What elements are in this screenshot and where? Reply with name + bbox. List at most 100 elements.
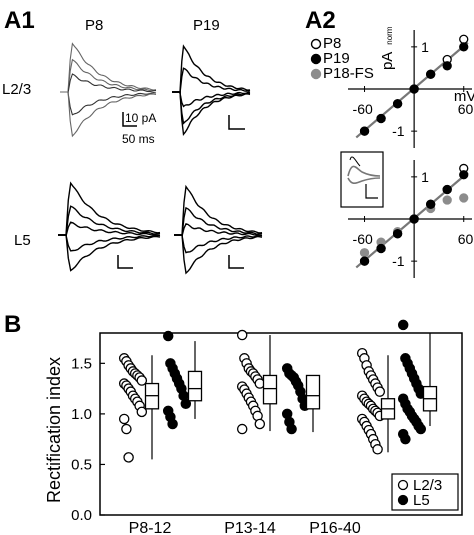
- iv-ytick-label: -1: [392, 253, 405, 269]
- iv-point-p19: [409, 84, 419, 94]
- legend-marker: [310, 53, 322, 65]
- current-trace: [60, 42, 157, 93]
- box: [187, 370, 203, 402]
- current-trace: [58, 234, 161, 272]
- point-l5: [162, 330, 174, 342]
- iv-plot-bottom: -60 60 1 -1: [348, 160, 474, 278]
- plot-frame: [99, 332, 463, 516]
- current-trace: [58, 234, 161, 252]
- row-label-l5: L5: [14, 232, 31, 249]
- current-trace: [60, 73, 157, 94]
- current-trace: [58, 221, 161, 237]
- point-l23: [372, 444, 383, 455]
- iv-point-p19: [426, 69, 436, 79]
- point-l5: [286, 423, 297, 435]
- y-tick-label: 1.0: [71, 406, 92, 423]
- iv-point-p19: [442, 184, 452, 195]
- current-trace: [172, 67, 251, 94]
- legend-marker: [397, 494, 409, 506]
- current-trace: [174, 206, 263, 237]
- current-trace: [172, 91, 251, 108]
- iv-point-p19: [359, 126, 370, 136]
- point-l23: [236, 423, 248, 435]
- point-l23: [121, 423, 132, 435]
- iv-point-p19: [426, 199, 436, 209]
- iv-point-p19: [392, 99, 403, 109]
- iv-point-p19: [409, 214, 419, 224]
- col-label-p19: P19: [193, 17, 220, 34]
- legend-marker: [310, 38, 322, 50]
- point-l5: [415, 423, 427, 435]
- box: [262, 374, 278, 405]
- iv-point-p19: [376, 113, 386, 124]
- rectification-chart: Rectification index 0.0 0.5 1.0 1.5 P8-12 P13-…: [44, 319, 463, 535]
- y-tick-label: 0.0: [71, 507, 92, 524]
- current-traces: [58, 42, 263, 275]
- x-category-label: P13-14: [224, 520, 276, 535]
- scale-bar-top-right: [228, 115, 245, 130]
- current-trace: [174, 234, 263, 275]
- y-axis-label: Rectification index: [44, 357, 64, 503]
- point-l23: [254, 418, 266, 430]
- iv-point-p19: [392, 229, 403, 239]
- current-trace: [58, 181, 161, 236]
- legend-label: P19: [323, 50, 350, 67]
- iv-point-p18fs: [459, 193, 469, 203]
- box: [305, 374, 321, 410]
- point-l5: [180, 398, 192, 410]
- iv-xtick-label: -60: [353, 231, 373, 247]
- legend-label: P8: [323, 35, 341, 52]
- current-trace: [58, 205, 161, 237]
- current-trace: [60, 91, 157, 116]
- chart-legend: L2/3L5: [391, 473, 459, 511]
- panel-label-b: B: [4, 311, 21, 338]
- legend-marker: [397, 479, 409, 491]
- scale-bar-bottom-left: [117, 255, 133, 269]
- iv-ytick-label: -1: [392, 123, 405, 139]
- legend-label: L5: [413, 492, 430, 509]
- current-trace: [174, 234, 263, 254]
- point-l23: [136, 375, 148, 386]
- legend-marker: [310, 68, 322, 80]
- legend-label: L2/3: [413, 477, 442, 494]
- point-l5: [400, 433, 411, 445]
- point-l23: [236, 329, 248, 341]
- col-label-p8: P8: [85, 17, 103, 34]
- scale-bar-bottom-right: [228, 255, 244, 269]
- point-l5: [167, 418, 178, 430]
- traces-l23-p8: [60, 42, 157, 138]
- y-tick-label: 1.5: [71, 355, 92, 372]
- iv-ylabel: pA: [379, 52, 396, 70]
- panel-label-a2: A2: [305, 7, 336, 34]
- row-label-l23: L2/3: [2, 81, 31, 98]
- iv-ytick-label: 1: [421, 169, 429, 185]
- iv-point-p19: [359, 256, 370, 266]
- traces-l23-p19: [172, 44, 251, 137]
- iv-point-p19: [459, 170, 469, 180]
- scale-time-label: 50 ms: [122, 132, 155, 146]
- iv-xtick-label: 60: [458, 231, 474, 247]
- iv-xtick-label: -60: [353, 101, 373, 117]
- iv-ytick-label: 1: [421, 39, 429, 55]
- iv-point-p19: [459, 42, 469, 52]
- current-trace: [60, 58, 157, 94]
- iv-point-p18fs: [359, 248, 370, 258]
- traces-l5-p8: [58, 181, 161, 272]
- point-l23: [136, 406, 148, 418]
- x-category-label: P16-40: [309, 520, 361, 535]
- point-l23: [123, 452, 134, 463]
- y-tick-label: 0.5: [71, 456, 92, 473]
- scale-bar-top-left: 10 pA 50 ms: [122, 111, 156, 146]
- x-category-label: P8-12: [129, 520, 172, 535]
- point-l23: [374, 386, 386, 397]
- legend-label: P18-FS: [323, 65, 374, 82]
- panel-label-a1: A1: [4, 7, 35, 34]
- current-trace: [172, 44, 251, 93]
- point-l5: [397, 319, 409, 331]
- scale-current-label: 10 pA: [125, 111, 156, 125]
- current-trace: [174, 184, 263, 236]
- iv-point-p18fs: [442, 195, 452, 205]
- point-l23: [118, 413, 130, 425]
- current-trace: [172, 91, 251, 125]
